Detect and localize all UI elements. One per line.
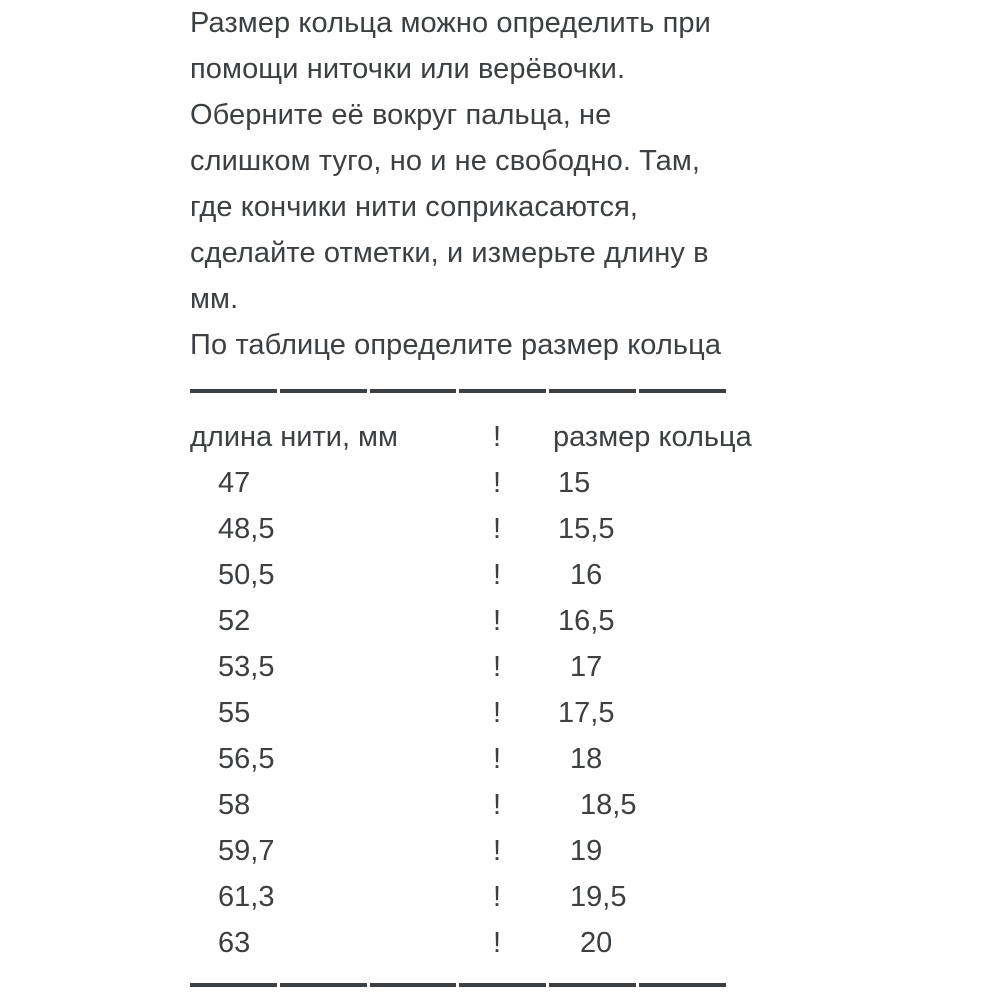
cell-ring-size: 16 — [570, 559, 603, 591]
cell-separator: ! — [492, 651, 502, 683]
table-row: 63 ! 20 — [190, 920, 980, 966]
cell-ring-size: 18,5 — [580, 789, 637, 821]
cell-ring-size: 15 — [558, 467, 591, 499]
document-content: Размер кольца можно определить при помощ… — [190, 0, 980, 966]
divider-dash — [279, 983, 367, 987]
divider-dash — [549, 983, 637, 987]
cell-thread-length: 47 — [218, 467, 251, 499]
cell-separator: ! — [492, 835, 502, 867]
table-top-divider — [190, 368, 980, 414]
divider-rule — [190, 389, 726, 393]
table-row: 61,3 ! 19,5 — [190, 874, 980, 920]
cell-ring-size: 19,5 — [570, 881, 627, 913]
intro-line: По таблице определите размер кольца — [190, 329, 722, 361]
cell-separator: ! — [492, 743, 502, 775]
divider-dash — [369, 389, 457, 393]
cell-separator: ! — [492, 467, 502, 499]
table-row: 59,7 ! 19 — [190, 828, 980, 874]
cell-separator: ! — [492, 559, 502, 591]
divider-dash — [639, 983, 726, 987]
cell-thread-length: 53,5 — [218, 651, 275, 683]
intro-paragraph: Размер кольца можно определить при помощ… — [190, 0, 980, 368]
cell-ring-size: 17 — [570, 651, 603, 683]
table-row: 47 ! 15 — [190, 460, 980, 506]
divider-rule — [190, 983, 726, 987]
cell-ring-size: 16,5 — [558, 605, 615, 637]
table-row: 58 ! 18,5 — [190, 782, 980, 828]
table-header-row: длина нити, мм ! размер кольца — [190, 414, 980, 460]
column-header-size: размер кольца — [553, 421, 752, 453]
intro-line: Оберните её вокруг пальца, не — [190, 99, 612, 131]
table-row: 56,5 ! 18 — [190, 736, 980, 782]
column-separator-symbol: ! — [492, 421, 502, 453]
cell-ring-size: 19 — [570, 835, 603, 867]
divider-dash — [459, 389, 547, 393]
cell-ring-size: 17,5 — [558, 697, 615, 729]
table-row: 52 ! 16,5 — [190, 598, 980, 644]
cell-thread-length: 50,5 — [218, 559, 275, 591]
table-row: 55 ! 17,5 — [190, 690, 980, 736]
cell-separator: ! — [492, 927, 502, 959]
intro-line: помощи ниточки или верёвочки. — [190, 53, 626, 85]
cell-thread-length: 61,3 — [218, 881, 275, 913]
divider-dash — [279, 389, 367, 393]
cell-thread-length: 63 — [218, 927, 251, 959]
table-row: 50,5 ! 16 — [190, 552, 980, 598]
cell-thread-length: 56,5 — [218, 743, 275, 775]
cell-thread-length: 52 — [218, 605, 251, 637]
intro-line: сделайте отметки, и измерьте длину в — [190, 237, 709, 269]
cell-thread-length: 55 — [218, 697, 251, 729]
table-row: 53,5 ! 17 — [190, 644, 980, 690]
divider-dash — [639, 389, 726, 393]
divider-dash — [549, 389, 637, 393]
cell-thread-length: 59,7 — [218, 835, 275, 867]
table-row: 48,5 ! 15,5 — [190, 506, 980, 552]
intro-line: где кончики нити соприкасаются, — [190, 191, 639, 223]
divider-dash — [369, 983, 457, 987]
cell-thread-length: 48,5 — [218, 513, 275, 545]
intro-line: мм. — [190, 283, 239, 315]
cell-thread-length: 58 — [218, 789, 251, 821]
column-header-length: длина нити, мм — [190, 421, 398, 453]
cell-separator: ! — [492, 513, 502, 545]
ring-size-table: длина нити, мм ! размер кольца 47 ! 15 4… — [190, 414, 980, 966]
cell-ring-size: 18 — [570, 743, 603, 775]
cell-separator: ! — [492, 697, 502, 729]
divider-dash — [190, 389, 277, 393]
divider-dash — [190, 983, 277, 987]
intro-line: Размер кольца можно определить при — [190, 7, 711, 39]
table-bottom-divider — [190, 962, 726, 1008]
cell-ring-size: 15,5 — [558, 513, 615, 545]
intro-line: слишком туго, но и не свободно. Там, — [190, 145, 701, 177]
divider-dash — [459, 983, 547, 987]
cell-separator: ! — [492, 881, 502, 913]
cell-separator: ! — [492, 789, 502, 821]
cell-separator: ! — [492, 605, 502, 637]
cell-ring-size: 20 — [580, 927, 613, 959]
